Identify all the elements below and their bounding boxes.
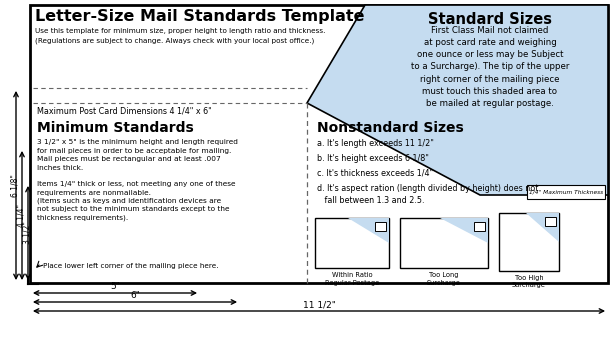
Text: Within Ratio
Regular Postage: Within Ratio Regular Postage <box>325 272 379 286</box>
Text: Standard Sizes: Standard Sizes <box>428 12 552 27</box>
Text: 6 1/8": 6 1/8" <box>10 174 20 197</box>
Polygon shape <box>307 5 608 195</box>
Bar <box>400 218 488 268</box>
Text: (Regulations are subject to change. Always check with your local post office.): (Regulations are subject to change. Alwa… <box>35 37 314 43</box>
Text: Use this template for minimum size, proper height to length ratio and thickness.: Use this template for minimum size, prop… <box>35 28 325 34</box>
Text: (Items such as keys and identification devices are
not subject to the minimum st: (Items such as keys and identification d… <box>37 197 229 221</box>
Text: a. It's length exceeds 11 1/2": a. It's length exceeds 11 1/2" <box>317 139 434 148</box>
Text: Place lower left corner of the mailing piece here.: Place lower left corner of the mailing p… <box>43 263 218 269</box>
Bar <box>375 222 386 231</box>
Text: d. It's aspect ration (length divided by height) does not
   fall between 1.3 an: d. It's aspect ration (length divided by… <box>317 184 538 205</box>
Text: 3 1/2": 3 1/2" <box>23 222 31 245</box>
Bar <box>527 185 605 199</box>
Text: 3 1/2" x 5" is the minimum height and length required
for mail pieces in order t: 3 1/2" x 5" is the minimum height and le… <box>37 139 238 171</box>
Bar <box>30 5 608 283</box>
Text: Letter-Size Mail Standards Template: Letter-Size Mail Standards Template <box>35 9 365 24</box>
Bar <box>474 222 485 231</box>
Polygon shape <box>440 218 488 243</box>
Text: Maximum Post Card Dimensions 4 1/4" x 6": Maximum Post Card Dimensions 4 1/4" x 6" <box>37 106 212 115</box>
Bar <box>545 217 556 226</box>
Text: 4 1/4": 4 1/4" <box>17 204 25 227</box>
Text: Too Long
Surcharge: Too Long Surcharge <box>427 272 461 286</box>
Polygon shape <box>526 213 559 242</box>
Bar <box>499 213 559 271</box>
Text: 1/4" Maximum Thickness: 1/4" Maximum Thickness <box>529 189 603 195</box>
Text: c. It's thickness exceeds 1/4": c. It's thickness exceeds 1/4" <box>317 169 433 178</box>
Text: Minimum Standards: Minimum Standards <box>37 121 194 135</box>
Text: 11 1/2": 11 1/2" <box>303 300 335 309</box>
Text: 5": 5" <box>110 282 120 291</box>
Text: Items 1/4" thick or less, not meeting any one of these
requirements are nonmaila: Items 1/4" thick or less, not meeting an… <box>37 181 236 196</box>
Text: b. It's height exceeds 6 1/8": b. It's height exceeds 6 1/8" <box>317 154 429 163</box>
Text: First Class Mail not claimed
at post card rate and weighing
one ounce or less ma: First Class Mail not claimed at post car… <box>411 26 569 108</box>
Text: 6": 6" <box>130 291 140 300</box>
Bar <box>315 218 389 268</box>
Text: Too High
Surcharge: Too High Surcharge <box>512 275 546 289</box>
Polygon shape <box>348 218 389 243</box>
Text: Nonstandard Sizes: Nonstandard Sizes <box>317 121 464 135</box>
